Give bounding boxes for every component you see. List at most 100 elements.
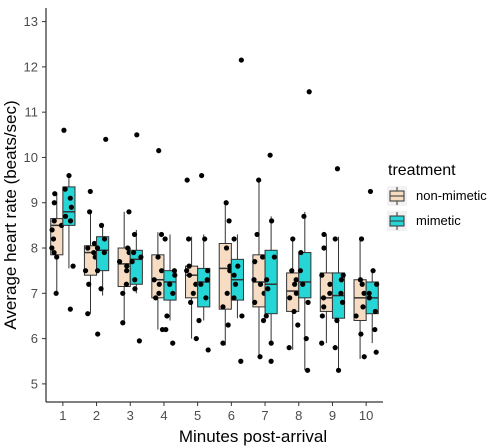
data-point [257,354,263,360]
x-tick-label: 4 [160,408,167,423]
x-axis-title: Minutes post-arrival [179,427,327,446]
data-point [87,188,93,195]
data-point [94,245,101,251]
data-point [366,295,372,301]
data-point [319,272,325,278]
data-point [289,268,295,274]
data-point [91,240,98,247]
data-point [220,340,226,346]
data-point [338,290,344,296]
data-point [303,335,309,342]
data-point [51,218,57,224]
data-point [190,290,196,296]
data-point [120,320,126,326]
data-point [124,263,130,269]
x-tick-label: 8 [295,408,302,423]
box-mimetic-5 [196,172,211,353]
data-point [360,304,366,310]
box-non-mimetic-3 [116,209,132,326]
data-point [116,259,123,265]
data-point [287,295,293,301]
data-point [335,367,342,373]
data-point [231,236,237,242]
y-tick-label: 9 [31,195,38,210]
data-point [251,277,257,283]
data-point [224,290,230,296]
data-point [101,249,107,256]
y-tick-label: 11 [25,105,39,120]
data-point [361,290,367,296]
data-point [223,200,229,206]
data-point [172,272,178,278]
data-point [358,236,365,242]
x-tick-label: 7 [261,408,268,423]
plot-panel [49,57,380,373]
data-point [85,245,91,251]
box-non-mimetic-9 [319,231,333,346]
data-point [321,245,327,251]
data-point [238,358,244,364]
y-tick-label: 10 [24,150,38,165]
legend-item-non-mimetic: non-mimetic [387,186,487,206]
data-point [170,290,176,296]
data-point [225,322,231,328]
data-point [332,236,338,242]
legend: treatment non-mimetic mimetic [387,162,487,231]
data-point [186,272,193,278]
data-point [306,89,312,95]
x-tick-label: 3 [127,408,134,423]
data-point [268,358,274,364]
data-point [334,317,340,324]
data-point [232,281,239,287]
x-axis: 1 2 3 4 5 6 7 8 9 10 [46,401,383,423]
data-point [271,254,277,260]
data-point [62,186,68,192]
data-point [52,191,58,197]
data-point [120,290,126,296]
data-point [82,268,89,274]
data-point [163,326,169,333]
data-point [184,268,190,274]
data-point [327,281,333,287]
box-non-mimetic-2 [82,188,98,317]
data-point [67,218,74,224]
data-point [298,249,304,256]
data-point [126,209,132,215]
data-point [220,304,226,310]
legend-title: treatment [388,162,456,179]
data-point [67,306,73,312]
data-point [155,254,161,260]
box-body [197,267,211,308]
data-point [171,268,178,274]
data-point [239,313,245,319]
data-point [98,222,105,228]
box-mimetic-3 [129,132,144,344]
data-point [339,299,346,305]
data-point [252,299,258,305]
box-non-mimetic-7 [251,177,267,360]
data-point [319,340,325,346]
data-point [54,254,60,260]
data-point [373,349,379,355]
data-point [203,295,209,301]
data-point [101,236,108,242]
box-mimetic-4 [162,234,178,346]
data-point [87,209,93,215]
data-point [67,195,73,201]
data-point [188,299,194,305]
data-point [321,231,327,238]
data-point [162,236,168,242]
data-point [304,367,311,373]
box-mimetic-10 [365,188,380,355]
data-point [184,177,190,183]
data-point [252,259,258,265]
data-point [199,172,205,179]
data-point [193,281,199,287]
data-point [305,299,311,305]
data-point [49,245,55,251]
data-point [372,308,378,315]
data-point [61,127,67,133]
data-point [151,277,157,283]
data-point [158,268,165,274]
